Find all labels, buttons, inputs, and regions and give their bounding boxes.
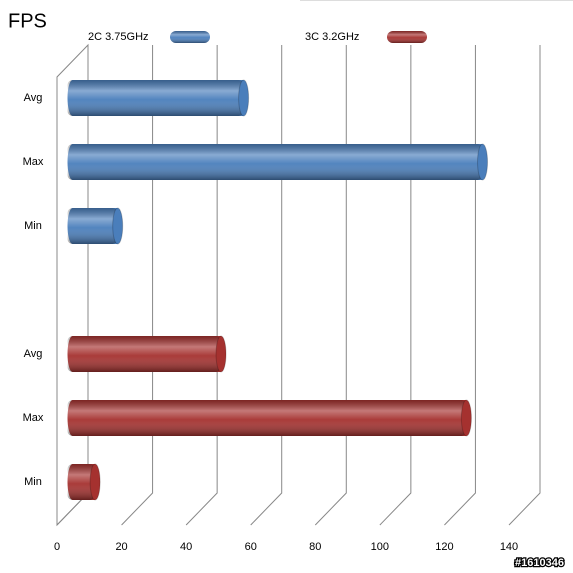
y-tick-label: Min bbox=[24, 476, 42, 488]
legend-label: 3C 3.2GHz bbox=[305, 31, 359, 43]
x-tick-label: 20 bbox=[115, 541, 127, 553]
y-tick-label: Max bbox=[23, 156, 44, 168]
bar bbox=[67, 143, 489, 181]
x-tick-label: 0 bbox=[54, 541, 60, 553]
watermark: #1610346 bbox=[515, 557, 564, 569]
x-tick-label: 140 bbox=[500, 541, 518, 553]
legend-swatch-shade bbox=[170, 31, 210, 43]
grid-line bbox=[185, 45, 218, 526]
x-tick-label: 100 bbox=[371, 541, 389, 553]
bar bbox=[67, 335, 227, 373]
x-tick-label: 80 bbox=[309, 541, 321, 553]
grid-line bbox=[508, 45, 541, 526]
y-tick-label: Min bbox=[24, 220, 42, 232]
grid-line bbox=[314, 45, 347, 526]
grid-line bbox=[444, 45, 476, 526]
chart-title: FPS bbox=[8, 10, 47, 32]
y-tick-label: Avg bbox=[24, 92, 43, 104]
axis-wall bbox=[56, 43, 89, 527]
grid-line bbox=[250, 45, 283, 526]
legend-swatch-shade bbox=[387, 31, 427, 43]
grid-line bbox=[56, 45, 89, 526]
y-tick-label: Avg bbox=[24, 348, 43, 360]
bar bbox=[67, 463, 101, 501]
grid-line bbox=[121, 45, 154, 526]
x-tick-label: 120 bbox=[435, 541, 453, 553]
y-tick-label: Max bbox=[23, 412, 44, 424]
bar bbox=[67, 207, 124, 245]
bar bbox=[67, 399, 472, 437]
grid-line bbox=[379, 45, 412, 526]
bar bbox=[67, 79, 250, 117]
x-tick-label: 60 bbox=[245, 541, 257, 553]
x-tick-label: 40 bbox=[180, 541, 192, 553]
legend-label: 2C 3.75GHz bbox=[88, 31, 149, 43]
